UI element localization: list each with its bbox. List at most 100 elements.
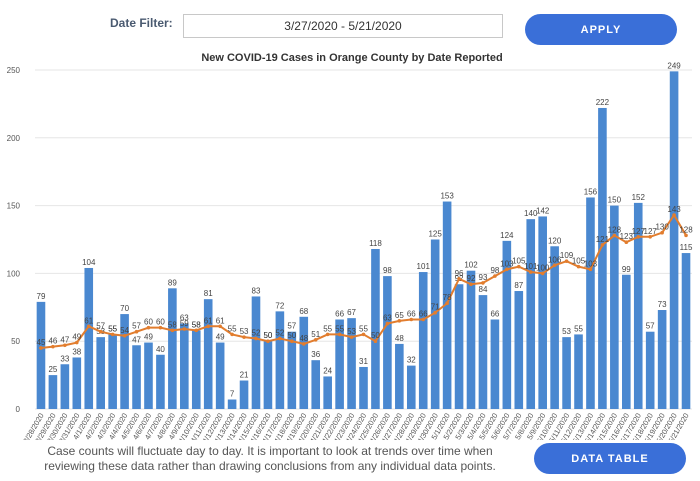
average-value-label: 52 (252, 328, 261, 337)
bar-value-label: 70 (120, 304, 129, 313)
bar-value-label: 156 (584, 187, 598, 196)
bar-value-label: 81 (204, 289, 213, 298)
average-value-label: 52 (275, 328, 284, 337)
bar-value-label: 40 (156, 345, 165, 354)
bar (633, 202, 643, 409)
bar-value-label: 31 (359, 357, 368, 366)
average-value-label: 55 (323, 324, 332, 333)
bar (574, 334, 583, 409)
average-value-label: 66 (407, 310, 416, 319)
average-point (86, 324, 91, 329)
average-value-label: 50 (371, 331, 380, 340)
bar-value-label: 79 (37, 292, 46, 301)
bar-value-label: 7 (230, 390, 235, 399)
average-point (540, 271, 545, 276)
average-point (564, 259, 569, 263)
bar-value-label: 55 (574, 324, 583, 333)
bar-value-label: 47 (132, 335, 141, 344)
bar (538, 216, 547, 409)
average-point (158, 325, 163, 330)
bar (359, 366, 368, 409)
bar (442, 201, 452, 409)
bar (227, 399, 237, 409)
average-value-label: 127 (644, 227, 658, 236)
bar-value-label: 87 (514, 281, 523, 290)
bar (251, 296, 261, 409)
bar-value-label: 115 (680, 243, 693, 252)
average-value-label: 53 (347, 327, 356, 336)
average-value-label: 55 (108, 324, 117, 333)
bar (108, 334, 117, 409)
average-point (516, 264, 521, 269)
bar-value-label: 66 (490, 310, 499, 319)
average-point (576, 264, 581, 269)
average-point (684, 233, 688, 238)
bar (48, 375, 58, 409)
average-point (182, 327, 187, 331)
bar (478, 295, 488, 409)
average-value-label: 57 (96, 322, 105, 331)
average-value-label: 96 (455, 269, 464, 278)
average-point (624, 240, 629, 245)
average-value-label: 55 (228, 324, 237, 333)
average-value-label: 65 (395, 311, 404, 320)
data-table-button[interactable]: DATA TABLE (534, 443, 686, 474)
bar (657, 310, 667, 409)
bar-value-label: 125 (428, 230, 442, 239)
average-point (457, 277, 461, 281)
average-point (552, 263, 557, 268)
bar-value-label: 24 (323, 366, 332, 375)
average-point (361, 332, 366, 337)
average-value-label: 109 (560, 251, 574, 260)
average-point (505, 267, 509, 272)
average-point (660, 230, 664, 235)
apply-button[interactable]: APPLY (525, 14, 677, 45)
average-point (325, 332, 330, 337)
average-value-label: 128 (608, 225, 622, 234)
bar (610, 205, 619, 409)
bar (263, 341, 273, 409)
average-point (337, 332, 342, 337)
bar-value-label: 72 (275, 301, 284, 310)
average-value-label: 46 (48, 337, 57, 346)
average-value-label: 60 (156, 318, 165, 327)
average-point (481, 281, 485, 285)
y-tick-label: 250 (7, 66, 21, 75)
bar (191, 330, 201, 409)
bar-value-label: 152 (632, 193, 646, 202)
average-point (397, 319, 402, 323)
bar (96, 337, 106, 409)
bar (526, 219, 536, 409)
bar (371, 248, 380, 409)
average-point (636, 234, 641, 239)
bar (239, 380, 249, 409)
y-tick-label: 100 (7, 269, 21, 278)
bar (418, 272, 428, 409)
bar (430, 239, 440, 409)
bar (406, 365, 416, 409)
average-point (170, 328, 175, 333)
bar (299, 316, 309, 409)
average-point (493, 274, 497, 278)
average-value-label: 71 (431, 303, 440, 312)
bar (323, 376, 332, 409)
bar (395, 343, 404, 409)
average-value-label: 61 (204, 316, 213, 325)
date-range-input[interactable]: 3/27/2020 - 5/21/2020 (183, 14, 503, 38)
average-value-label: 57 (132, 322, 141, 331)
bar (514, 291, 524, 409)
bar (586, 197, 595, 409)
bar-value-label: 53 (562, 327, 571, 336)
average-point (266, 339, 270, 344)
average-value-label: 59 (180, 319, 189, 328)
bar (180, 323, 189, 409)
bar (490, 319, 500, 409)
average-value-label: 55 (359, 324, 368, 333)
average-value-label: 103 (584, 259, 598, 268)
average-value-label: 121 (596, 235, 610, 244)
bar (60, 364, 70, 409)
average-point (194, 328, 199, 333)
average-point (528, 270, 533, 274)
bar-value-label: 55 (108, 324, 117, 333)
average-point (122, 333, 127, 338)
